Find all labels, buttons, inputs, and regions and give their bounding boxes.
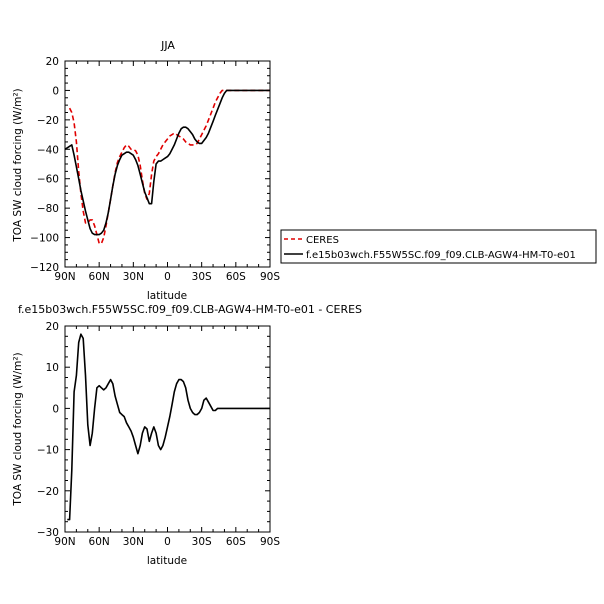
top-ytick-label: 0 xyxy=(52,85,59,97)
top-xtick-label: 30N xyxy=(123,271,144,283)
top-ytick-label: −100 xyxy=(30,233,59,245)
bottom-ytick-label: −30 xyxy=(37,527,59,539)
bottom-ytick-label: −20 xyxy=(37,486,59,498)
top-ytick-label: −60 xyxy=(37,174,59,186)
bottom-xtick-label: 60N xyxy=(89,536,110,548)
bottom-ytick-label: 10 xyxy=(46,362,59,374)
bottom-chart-xlabel: latitude xyxy=(147,555,187,567)
top-ytick-label: −20 xyxy=(37,115,59,127)
top-xtick-label: 30S xyxy=(192,271,212,283)
top-chart-frame xyxy=(64,60,271,268)
bottom-chart: f.e15b03wch.F55W5SC.f09_f09.CLB-AGW4-HM-… xyxy=(12,303,362,567)
bottom-xtick-label: 90S xyxy=(260,536,280,548)
bottom-xtick-label: 30N xyxy=(123,536,144,548)
top-xtick-label: 60N xyxy=(89,271,110,283)
top-xtick-label: 90N xyxy=(54,271,75,283)
bottom-xtick-label: 60S xyxy=(226,536,246,548)
bottom-chart-series xyxy=(67,333,270,521)
top-ytick-label: −120 xyxy=(30,262,59,274)
top-ytick-label: −80 xyxy=(37,203,59,215)
bottom-xtick-label: 90N xyxy=(54,536,75,548)
top-chart-xlabel: latitude xyxy=(147,290,187,302)
top-xtick-label: 0 xyxy=(164,271,171,283)
bottom-ytick-label: 20 xyxy=(46,321,59,333)
top-chart-ylabel: TOA SW cloud forcing (W/m²) xyxy=(12,88,24,242)
bottom-ytick-label: −10 xyxy=(37,445,59,457)
top-chart: JJA −120 −100 −80 −60 −40 −20 0 20 90N 60N 30N 0 30S… xyxy=(12,39,597,302)
top-ytick-label: 20 xyxy=(46,56,59,68)
bottom-chart-ticks: −30 −20 −10 0 10 20 90N 60N 30N 0 30S 60S 90S xyxy=(37,321,281,548)
top-chart-series xyxy=(64,89,270,245)
bottom-chart-ylabel: TOA SW cloud forcing (W/m²) xyxy=(12,352,24,506)
top-series-line-1 xyxy=(64,89,270,236)
top-series-line-0 xyxy=(68,89,270,245)
top-chart-ticks: −120 −100 −80 −60 −40 −20 0 20 90N 60N 30N 0 30S 60S 9… xyxy=(30,56,280,283)
bottom-ytick-label: 0 xyxy=(52,403,59,415)
top-xtick-label: 90S xyxy=(260,271,280,283)
top-chart-legend: CERES f.e15b03wch.F55W5SC.f09_f09.CLB-AG… xyxy=(280,229,597,264)
legend-label-model: f.e15b03wch.F55W5SC.f09_f09.CLB-AGW4-HM-… xyxy=(306,250,576,261)
top-ytick-label: −40 xyxy=(37,144,59,156)
bottom-series-line-0 xyxy=(67,333,270,521)
legend-label-ceres: CERES xyxy=(306,235,339,246)
bottom-chart-title: f.e15b03wch.F55W5SC.f09_f09.CLB-AGW4-HM-… xyxy=(18,303,362,316)
bottom-chart-frame xyxy=(64,325,271,533)
bottom-xtick-label: 30S xyxy=(192,536,212,548)
top-chart-title: JJA xyxy=(160,39,175,52)
bottom-xtick-label: 0 xyxy=(164,536,171,548)
legend-box xyxy=(280,229,597,264)
top-xtick-label: 60S xyxy=(226,271,246,283)
